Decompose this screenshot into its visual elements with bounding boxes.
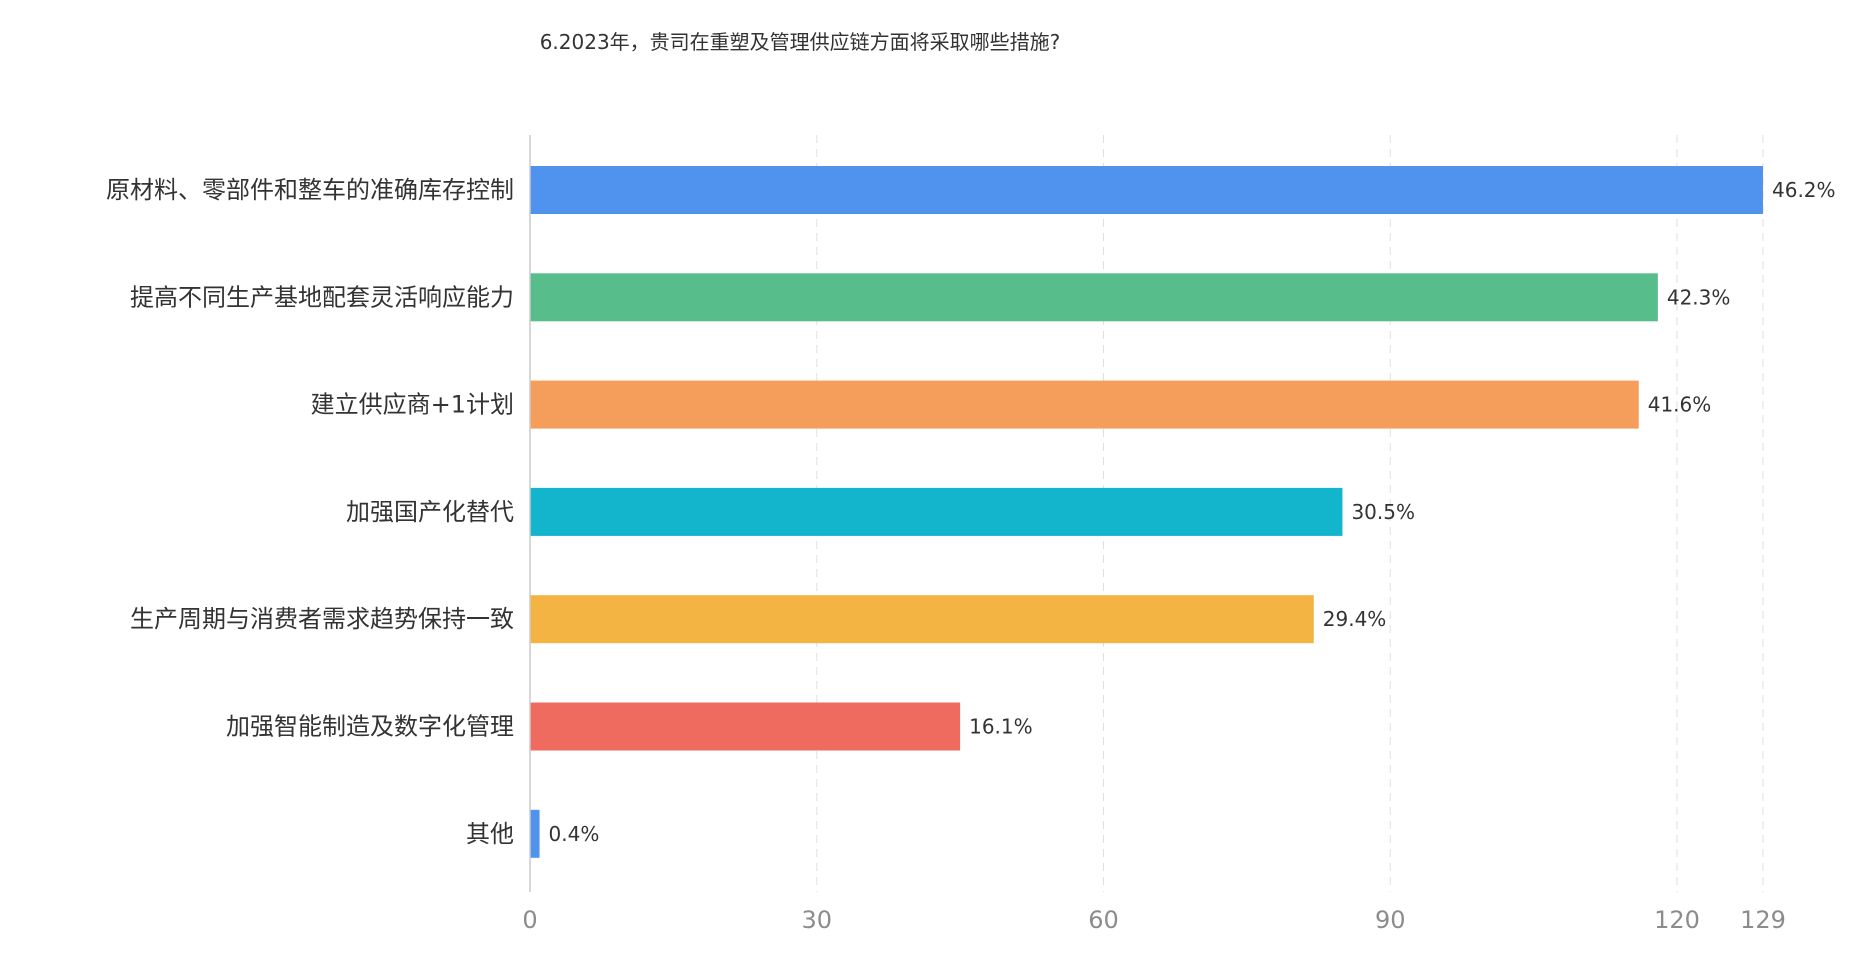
category-label: 加强国产化替代: [346, 498, 514, 526]
value-label: 16.1%: [969, 715, 1033, 739]
category-label: 建立供应商+1计划: [311, 391, 514, 419]
x-tick-label: 129: [1740, 906, 1786, 934]
x-tick-label: 0: [522, 906, 537, 934]
labels-layer: 原材料、零部件和整车的准确库存控制 46.2% 提高不同生产基地配套灵活响应能力 42…: [106, 176, 1836, 848]
chart-title: 6.2023年，贵司在重塑及管理供应链方面将采取哪些措施?: [539, 30, 1061, 54]
value-label: 42.3%: [1667, 285, 1731, 309]
value-label: 46.2%: [1772, 178, 1836, 202]
value-label: 0.4%: [549, 822, 600, 846]
value-label: 41.6%: [1648, 393, 1712, 417]
bars-layer: [530, 166, 1763, 858]
bar: [530, 487, 1343, 536]
bar: [530, 809, 540, 858]
x-tick-label: 30: [801, 906, 832, 934]
x-tick-label: 90: [1375, 906, 1406, 934]
category-label: 其他: [466, 820, 514, 848]
x-tick-label: 120: [1654, 906, 1700, 934]
value-label: 29.4%: [1323, 607, 1387, 631]
category-label: 生产周期与消费者需求趋势保持一致: [130, 605, 514, 633]
x-axis: 0 30 60 90 120 129: [522, 135, 1786, 934]
bar: [530, 273, 1658, 322]
bar: [530, 380, 1639, 429]
x-tick-label: 60: [1088, 906, 1119, 934]
bar: [530, 166, 1763, 214]
category-label: 提高不同生产基地配套灵活响应能力: [130, 283, 514, 311]
value-label: 30.5%: [1351, 500, 1415, 524]
bar: [530, 595, 1314, 644]
category-label: 加强智能制造及数字化管理: [226, 713, 514, 741]
category-label: 原材料、零部件和整车的准确库存控制: [106, 176, 514, 204]
bar: [530, 702, 961, 751]
